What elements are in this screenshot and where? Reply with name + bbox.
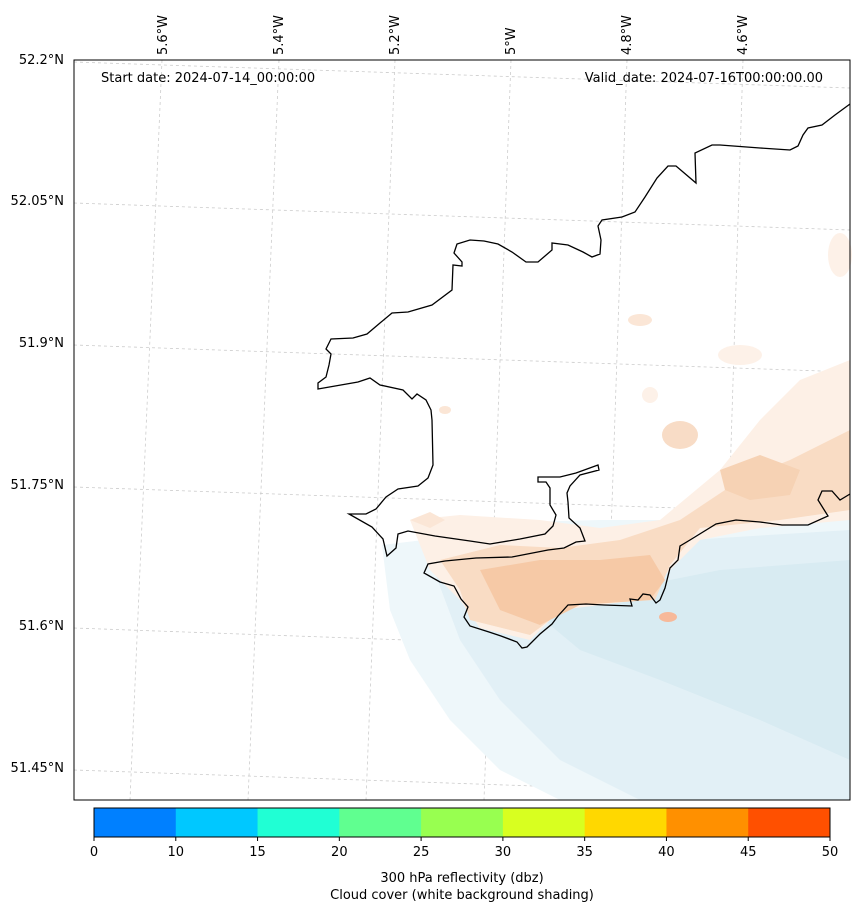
colorbar-block (257, 808, 340, 837)
colorbar-blocks (94, 808, 831, 837)
colorbar-tick-label: 30 (494, 845, 512, 860)
lat-label: 52.05°N (10, 194, 64, 209)
colorbar-tick-label: 35 (576, 845, 593, 860)
lon-label: 5.4°W (272, 14, 287, 55)
colorbar-title: 300 hPa reflectivity (dbz) (380, 871, 544, 886)
lon-label: 4.6°W (736, 14, 751, 55)
colorbar-tick-label: 45 (739, 845, 757, 860)
colorbar-block (584, 808, 667, 837)
colorbar-tick-label: 25 (412, 845, 430, 860)
map-frame (73, 59, 851, 801)
colorbar-block (339, 808, 422, 837)
colorbar-tick-label: 20 (331, 845, 348, 860)
lat-label: 51.75°N (10, 478, 64, 493)
colorbar-block (666, 808, 749, 837)
gridline-lat (73, 202, 851, 231)
colorbar-subtitle: Cloud cover (white background shading) (330, 888, 594, 903)
gridline-lon (129, 59, 163, 801)
gridline-lon (365, 59, 396, 801)
lat-label: 52.2°N (18, 53, 64, 68)
colorbar-frame (93, 807, 831, 838)
colorbar-block (502, 808, 586, 837)
lon-label: 5.2°W (388, 14, 403, 55)
coastline (317, 103, 851, 649)
colorbar-block (94, 808, 177, 837)
colorbar-block (748, 808, 831, 837)
gridline-lon (247, 59, 280, 801)
lon-label: 5°W (504, 27, 519, 55)
lat-label: 51.45°N (10, 761, 64, 776)
colorbar-block (421, 808, 504, 837)
lat-label: 51.6°N (18, 619, 64, 634)
colorbar-tick-label: 10 (167, 845, 185, 860)
lon-label: 4.8°W (620, 14, 635, 55)
colorbar-tick-label: 50 (821, 845, 839, 860)
colorbar-block (175, 808, 259, 837)
lat-label: 51.9°N (18, 336, 64, 351)
reflectivity-shading (410, 233, 852, 640)
colorbar-tick-label: 40 (658, 845, 675, 860)
valid-date-label: Valid_date: 2024-07-16T00:00:00.00 (584, 71, 823, 86)
start-date-label: Start date: 2024-07-14_00:00:00 (101, 71, 316, 86)
colorbar-tick-label: 0 (89, 845, 99, 860)
lon-label: 5.6°W (156, 14, 171, 55)
colorbar-tickmarks (93, 837, 831, 841)
colorbar-tick-label: 15 (249, 845, 266, 860)
